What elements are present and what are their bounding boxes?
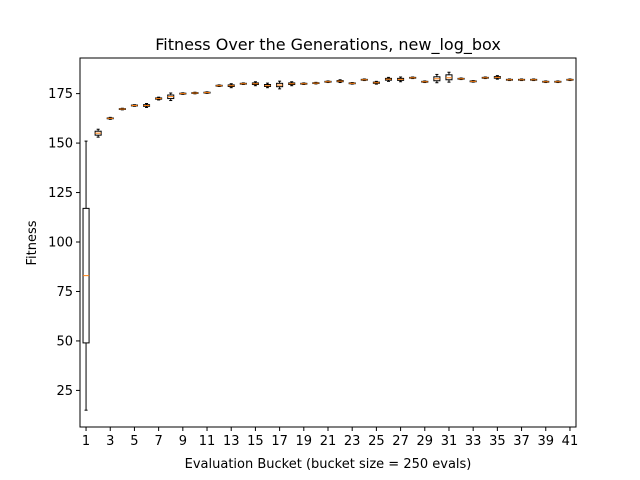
y-axis-ticks: 25 50 75 100 125 150 175 <box>48 87 80 399</box>
x-tick-label: 33 <box>465 434 482 449</box>
x-tick-label: 35 <box>489 434 506 449</box>
y-tick-label: 125 <box>48 186 73 201</box>
y-tick-label: 175 <box>48 87 73 102</box>
box-32 <box>457 77 465 81</box>
box-29 <box>421 80 429 84</box>
x-tick-label: 41 <box>562 434 579 449</box>
box-31 <box>445 71 453 83</box>
x-tick-label: 31 <box>441 434 458 449</box>
y-tick-label: 25 <box>56 384 73 399</box>
x-tick-label: 39 <box>537 434 554 449</box>
box-4 <box>118 107 126 111</box>
box-40 <box>554 80 562 84</box>
box-18 <box>288 81 296 87</box>
x-tick-label: 29 <box>417 434 434 449</box>
box-27 <box>397 76 405 83</box>
box-37 <box>518 78 526 82</box>
x-tick-label: 11 <box>199 434 216 449</box>
box-2 <box>94 128 102 138</box>
plot-frame <box>79 57 577 428</box>
box-8 <box>167 92 175 102</box>
box-19 <box>300 82 308 86</box>
box-28 <box>409 76 417 80</box>
box-25 <box>372 80 380 85</box>
box-39 <box>542 80 550 84</box>
box-15 <box>251 81 259 87</box>
box-36 <box>505 78 513 82</box>
x-tick-label: 3 <box>106 434 114 449</box>
y-tick-label: 75 <box>56 285 73 300</box>
y-tick-label: 150 <box>48 137 73 152</box>
box-22 <box>336 79 344 84</box>
box-41 <box>566 78 574 82</box>
box-23 <box>348 82 356 85</box>
x-tick-label: 5 <box>130 434 138 449</box>
x-tick-label: 17 <box>271 434 288 449</box>
box-9 <box>179 92 187 95</box>
x-tick-label: 37 <box>513 434 530 449</box>
x-tick-label: 19 <box>296 434 313 449</box>
y-axis-title: Fitness <box>25 220 40 265</box>
box-5 <box>130 104 138 107</box>
x-axis-title: Evaluation Bucket (bucket size = 250 eva… <box>185 457 472 472</box>
x-tick-label: 25 <box>368 434 385 449</box>
box-series <box>82 71 574 411</box>
box-20 <box>312 81 320 85</box>
x-tick-label: 23 <box>344 434 361 449</box>
box-1 <box>82 140 90 411</box>
box-7 <box>155 96 163 101</box>
box-34 <box>481 76 489 80</box>
box-6 <box>143 103 151 108</box>
box-24 <box>360 78 368 82</box>
box-30 <box>433 73 441 84</box>
box-13 <box>227 83 235 89</box>
chart-title: Fitness Over the Generations, new_log_bo… <box>155 35 501 55</box>
box-17 <box>276 80 284 90</box>
box-14 <box>239 82 247 86</box>
x-tick-label: 7 <box>154 434 162 449</box>
x-tick-label: 27 <box>392 434 409 449</box>
box-16 <box>263 82 272 89</box>
box-10 <box>191 91 199 95</box>
x-tick-label: 13 <box>223 434 240 449</box>
box-11 <box>203 91 211 94</box>
x-axis-ticks: 1 3 5 7 9 11 13 15 17 19 21 23 25 27 29 31 33 35 37 39 41 <box>82 427 578 449</box>
box-21 <box>324 80 332 84</box>
y-tick-label: 50 <box>56 334 73 349</box>
x-tick-label: 9 <box>179 434 187 449</box>
box-33 <box>469 80 477 83</box>
box-35 <box>493 75 501 80</box>
x-tick-label: 15 <box>247 434 264 449</box>
box-3 <box>106 116 114 120</box>
x-tick-label: 1 <box>82 434 90 449</box>
box-26 <box>384 76 393 82</box>
box-38 <box>530 78 538 82</box>
y-tick-label: 100 <box>48 236 73 251</box>
x-tick-label: 21 <box>320 434 337 449</box>
box-12 <box>215 84 223 87</box>
